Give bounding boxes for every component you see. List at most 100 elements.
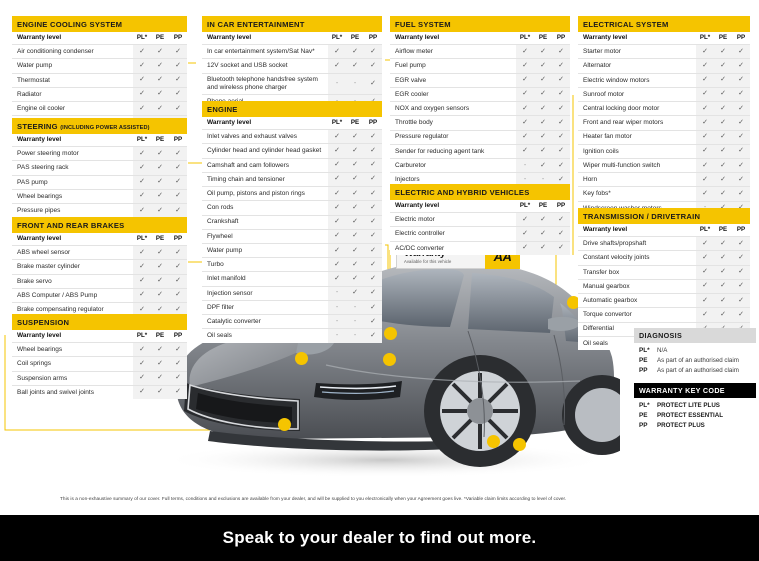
cta-banner-text: Speak to your dealer to find out more. <box>222 528 537 547</box>
tick-icon: ✓ <box>352 146 358 154</box>
table-header-row: Warranty level PL* PE PP <box>390 199 570 214</box>
tick-icon: ✓ <box>738 90 744 98</box>
col-header-pp: PP <box>732 223 750 238</box>
table-row: Transfer box ✓ ✓ ✓ <box>578 265 750 280</box>
section-title-subtext: (INCLUDING POWER ASSISTED) <box>60 124 150 131</box>
table-body: Warranty level PL* PE PP Inlet valves and ex… <box>202 116 382 343</box>
section-title: STEERING (INCLUDING POWER ASSISTED) <box>12 118 187 134</box>
legend-code: PE <box>639 411 648 419</box>
row-mark-pl: ✓ <box>516 44 534 60</box>
tick-icon: ✓ <box>540 61 546 69</box>
tick-icon: ✓ <box>157 291 163 299</box>
table-row: Wheel bearings ✓ ✓ ✓ <box>12 342 187 358</box>
legend-row: PE As part of an authorised claim <box>634 355 756 365</box>
tick-icon: ✓ <box>720 253 726 261</box>
tick-icon: ✓ <box>139 374 145 382</box>
col-header-item: Warranty level <box>578 31 696 46</box>
tick-icon: ✓ <box>702 118 708 126</box>
tick-icon: ✓ <box>558 133 564 141</box>
row-item-label: Heater fan motor <box>578 130 696 145</box>
row-mark-pp: ✓ <box>552 226 570 242</box>
row-mark-pl: ✓ <box>328 158 346 173</box>
tick-icon: ✓ <box>720 161 726 169</box>
row-mark-pl: ✓ <box>696 307 714 323</box>
callout-dot[interactable] <box>567 296 580 309</box>
section-title-text: ELECTRIC AND HYBRID VEHICLES <box>395 187 530 197</box>
tick-icon: ✓ <box>352 232 358 240</box>
tick-icon: ✓ <box>157 76 163 84</box>
legend-warranty-key-code: WARRANTY KEY CODE PL* PROTECT LITE PLUS PE… <box>634 383 756 434</box>
tick-icon: ✓ <box>334 146 340 154</box>
row-mark-pe: ✓ <box>714 130 732 145</box>
row-mark-pp: ✓ <box>552 212 570 228</box>
row-mark-pp: ✓ <box>364 158 382 173</box>
row-item-label: Water pump <box>202 243 328 259</box>
table-row: Con rods ✓ ✓ ✓ <box>202 200 382 216</box>
tick-icon: ✓ <box>334 275 340 283</box>
row-mark-pe: ✓ <box>151 342 169 358</box>
table-row: Injection sensor - ✓ ✓ <box>202 286 382 301</box>
tick-icon: ✓ <box>352 246 358 254</box>
section-title-text: SUSPENSION <box>17 317 70 327</box>
row-mark-pp: ✓ <box>169 203 187 219</box>
tick-icon: ✓ <box>370 161 376 169</box>
row-item-label: PAS steering rack <box>12 160 133 176</box>
row-item-label: Injection sensor <box>202 286 328 301</box>
section-title: IN CAR ENTERTAINMENT <box>202 16 382 32</box>
row-mark-pl: ✓ <box>328 186 346 202</box>
table-row: Camshaft and cam followers ✓ ✓ ✓ <box>202 158 382 173</box>
tick-icon: ✓ <box>370 175 376 183</box>
section-electrical-system: ELECTRICAL SYSTEM Warranty level PL* PE PP S… <box>578 16 750 258</box>
row-mark-pp: ✓ <box>732 250 750 266</box>
row-mark-pp: ✓ <box>364 328 382 343</box>
row-mark-pp: ✓ <box>169 87 187 103</box>
section-in-car-entertainment: IN CAR ENTERTAINMENT Warranty level PL* PE… <box>202 16 382 109</box>
col-header-item: Warranty level <box>390 31 516 46</box>
row-mark-pe: ✓ <box>714 158 732 174</box>
callout-dot[interactable] <box>278 418 291 431</box>
legend-title: WARRANTY KEY CODE <box>634 383 756 398</box>
callout-dot[interactable] <box>384 327 397 340</box>
section-title-text: STEERING <box>17 121 58 131</box>
table-row: Water pump ✓ ✓ ✓ <box>12 58 187 74</box>
cta-banner: Speak to your dealer to find out more. <box>0 515 759 561</box>
legend-code: PE <box>639 356 648 364</box>
col-header-item: Warranty level <box>12 232 133 247</box>
row-mark-pe: ✓ <box>151 189 169 205</box>
row-mark-pl: ✓ <box>133 385 151 400</box>
table-row: Horn ✓ ✓ ✓ <box>578 172 750 188</box>
callout-dot[interactable] <box>487 435 500 448</box>
legend-description: N/A <box>657 346 668 354</box>
row-mark-pe: ✓ <box>151 101 169 117</box>
row-mark-pl: ✓ <box>133 259 151 275</box>
tick-icon: ✓ <box>558 229 564 237</box>
callout-dot[interactable] <box>513 438 526 451</box>
tick-icon: ✓ <box>738 61 744 69</box>
tick-icon: ✓ <box>175 61 181 69</box>
callout-dot[interactable] <box>295 352 308 365</box>
row-mark-pl: ✓ <box>133 302 151 318</box>
row-mark-pp: ✓ <box>552 241 570 255</box>
tick-icon: ✓ <box>702 147 708 155</box>
tick-icon: ✓ <box>540 104 546 112</box>
row-mark-pe: ✓ <box>346 215 364 230</box>
tick-icon: ✓ <box>540 244 546 252</box>
row-mark-pe: ✓ <box>534 44 552 60</box>
tick-icon: ✓ <box>157 305 163 313</box>
tick-icon: ✓ <box>139 345 145 353</box>
legend-code: PL* <box>639 346 650 354</box>
tick-icon: ✓ <box>139 163 145 171</box>
tick-icon: ✓ <box>175 47 181 55</box>
tick-icon: ✓ <box>157 345 163 353</box>
row-item-label: Crankshaft <box>202 215 328 230</box>
row-mark-pe: ✓ <box>714 101 732 117</box>
row-mark-pe: ✓ <box>151 58 169 74</box>
callout-dot[interactable] <box>383 353 396 366</box>
row-item-label: Con rods <box>202 200 328 216</box>
legend-description: PROTECT PLUS <box>657 421 705 429</box>
row-mark-pe: ✓ <box>714 87 732 103</box>
row-item-label: Automatic gearbox <box>578 293 696 309</box>
tick-icon: ✓ <box>702 282 708 290</box>
tick-icon: ✓ <box>702 296 708 304</box>
row-mark-pe: - <box>346 328 364 343</box>
